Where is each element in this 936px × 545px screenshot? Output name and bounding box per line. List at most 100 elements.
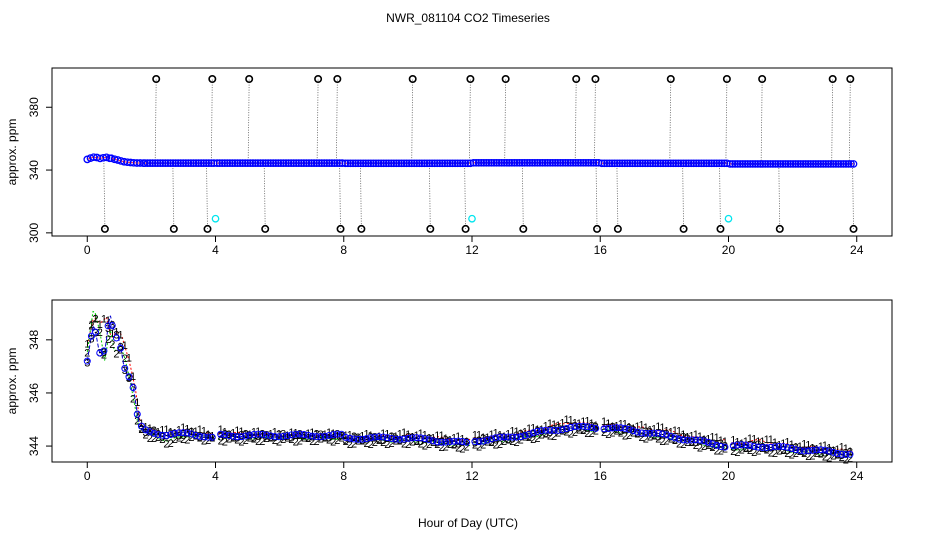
bottom-data-point bbox=[237, 433, 245, 441]
bottom-data-point bbox=[771, 443, 779, 451]
bottom-point-2: 2 bbox=[234, 435, 240, 447]
top-data-point bbox=[189, 159, 198, 167]
bottom-data-point bbox=[304, 431, 312, 439]
top-data-point bbox=[758, 160, 767, 168]
bottom-point-2: 2 bbox=[822, 452, 828, 464]
top-x-tick-label: 0 bbox=[84, 243, 91, 257]
bottom-point-1: 1 bbox=[338, 430, 344, 442]
top-data-point bbox=[367, 159, 375, 168]
top-spike-point-low bbox=[100, 224, 109, 233]
bottom-point-3: 3 bbox=[839, 450, 845, 462]
bottom-point-3: 3 bbox=[818, 448, 824, 460]
top-spike-point-high bbox=[722, 74, 731, 83]
bottom-point-2: 2 bbox=[480, 440, 486, 452]
bottom-point-3: 3 bbox=[355, 432, 361, 444]
top-data-point bbox=[707, 159, 716, 168]
top-data-point bbox=[571, 158, 580, 167]
bottom-point-2: 2 bbox=[539, 429, 545, 441]
bottom-point-2: 2 bbox=[309, 436, 315, 448]
bottom-data-point bbox=[446, 438, 454, 446]
top-data-point bbox=[510, 158, 519, 167]
top-data-point bbox=[325, 159, 334, 167]
top-cyan-point bbox=[468, 214, 476, 223]
top-data-point bbox=[541, 158, 549, 167]
bottom-data-point bbox=[817, 446, 825, 454]
bottom-point-1: 1 bbox=[368, 430, 374, 442]
bottom-point-3: 3 bbox=[847, 447, 853, 459]
top-data-point bbox=[809, 160, 818, 168]
bottom-point-1: 1 bbox=[251, 426, 257, 438]
top-data-point bbox=[806, 160, 815, 168]
top-data-point bbox=[600, 159, 609, 168]
bottom-point-3: 3 bbox=[434, 438, 440, 450]
top-data-point bbox=[839, 160, 848, 168]
bottom-point-1: 1 bbox=[97, 319, 103, 331]
top-data-point bbox=[302, 159, 311, 167]
top-spike-line bbox=[339, 163, 341, 229]
bottom-point-3: 3 bbox=[393, 433, 399, 445]
top-spike-line bbox=[574, 78, 577, 164]
top-data-point bbox=[307, 159, 316, 167]
top-data-point bbox=[819, 160, 828, 168]
bottom-data-point bbox=[287, 431, 295, 439]
bottom-point-2: 2 bbox=[355, 436, 361, 448]
bottom-data-point bbox=[392, 435, 400, 443]
top-data-point bbox=[546, 158, 555, 167]
bottom-point-2: 2 bbox=[609, 427, 615, 439]
top-data-point bbox=[702, 159, 711, 168]
bottom-point-3: 3 bbox=[430, 436, 436, 448]
bottom-point-3: 3 bbox=[297, 428, 303, 440]
bottom-data-point bbox=[721, 443, 729, 451]
bottom-point-3: 3 bbox=[418, 436, 424, 448]
top-data-point bbox=[717, 159, 726, 168]
top-data-point bbox=[223, 159, 232, 167]
bottom-point-1: 1 bbox=[539, 424, 545, 436]
bottom-data-point bbox=[683, 436, 691, 444]
bottom-point-1: 1 bbox=[805, 439, 811, 451]
bottom-point-3: 3 bbox=[101, 347, 107, 359]
bottom-point-3: 3 bbox=[151, 425, 157, 437]
top-data-point bbox=[254, 159, 262, 167]
bottom-data-point bbox=[363, 435, 371, 443]
top-data-point bbox=[402, 159, 411, 168]
top-data-point bbox=[441, 159, 449, 168]
top-spike-line bbox=[411, 78, 414, 164]
top-spike-point-low bbox=[203, 224, 212, 233]
top-data-point bbox=[689, 159, 698, 168]
top-data-point bbox=[774, 160, 782, 168]
bottom-data-point bbox=[800, 447, 808, 455]
bottom-data-point bbox=[154, 431, 162, 439]
bottom-point-1: 1 bbox=[718, 435, 724, 447]
bottom-point-3: 3 bbox=[676, 433, 682, 445]
bottom-data-point bbox=[383, 434, 391, 442]
bottom-point-2: 2 bbox=[422, 441, 428, 453]
top-data-point bbox=[179, 159, 188, 167]
top-data-point bbox=[508, 158, 516, 167]
bottom-point-2: 2 bbox=[488, 437, 494, 449]
bottom-data-point bbox=[242, 432, 250, 440]
bottom-data-point bbox=[454, 437, 462, 445]
bottom-point-1: 1 bbox=[839, 442, 845, 454]
top-data-point bbox=[317, 159, 326, 167]
bottom-data-point bbox=[633, 428, 641, 436]
bottom-data-point bbox=[842, 450, 850, 458]
bottom-data-point bbox=[579, 422, 587, 430]
top-data-point bbox=[794, 160, 802, 168]
top-data-point bbox=[781, 160, 790, 168]
top-data-point bbox=[372, 159, 380, 168]
bottom-data-point bbox=[796, 447, 804, 455]
bottom-data-point bbox=[346, 434, 354, 442]
bottom-data-point bbox=[642, 429, 650, 437]
bottom-point-1: 1 bbox=[255, 426, 261, 438]
top-data-point bbox=[153, 159, 162, 167]
top-data-point bbox=[236, 159, 244, 167]
top-data-point bbox=[322, 159, 331, 167]
bottom-point-2: 2 bbox=[443, 442, 449, 454]
bottom-data-point bbox=[813, 446, 821, 454]
bottom-point-2: 2 bbox=[709, 442, 715, 454]
bottom-point-3: 3 bbox=[476, 435, 482, 447]
bottom-data-point bbox=[783, 443, 791, 451]
bottom-point-2: 2 bbox=[393, 435, 399, 447]
top-spike-line bbox=[206, 163, 208, 229]
bottom-point-1: 1 bbox=[476, 430, 482, 442]
